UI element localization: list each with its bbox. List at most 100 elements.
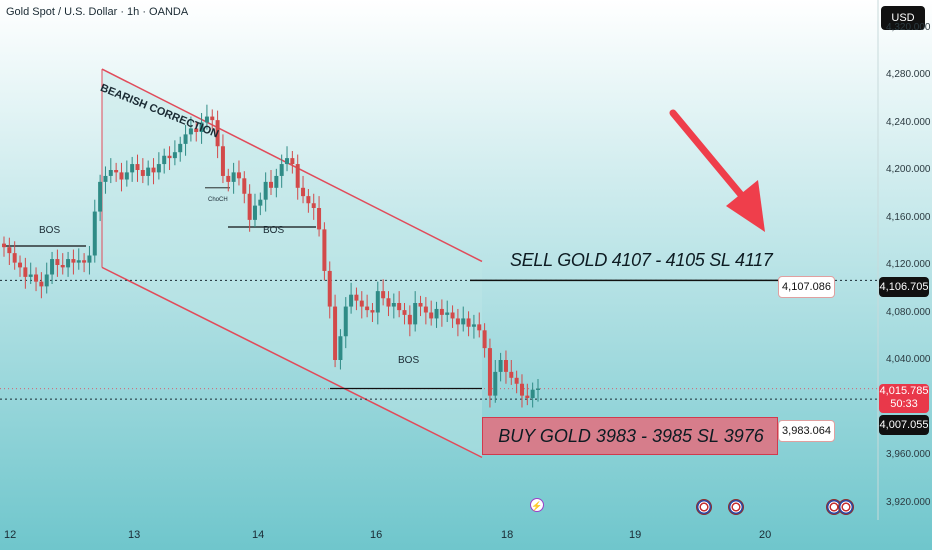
candle-bear xyxy=(242,178,247,194)
candle-bear xyxy=(439,308,444,315)
candle-bear xyxy=(525,395,530,398)
candle-bull xyxy=(391,303,396,307)
bos-label: BOS xyxy=(263,225,285,236)
countdown-timer: 50:33 xyxy=(890,398,918,410)
candle-bear xyxy=(354,294,359,301)
candle-bear xyxy=(455,318,460,325)
buy-zone-box[interactable]: BUY GOLD 3983 - 3985 SL 3976 xyxy=(482,417,778,455)
us-flag-icon[interactable] xyxy=(838,499,854,515)
arrow-shaft xyxy=(669,109,756,212)
candle-bear xyxy=(482,330,487,349)
candle-bull xyxy=(338,336,343,360)
candle-bear xyxy=(18,262,23,268)
candle-bull xyxy=(50,259,55,275)
candle-bear xyxy=(226,175,231,182)
candle-bear xyxy=(290,158,295,165)
choch-label: ChoCH xyxy=(208,197,228,203)
current-price-value: 4,015.785 xyxy=(879,385,929,397)
candle-bear xyxy=(55,259,60,265)
candle-bear xyxy=(215,120,220,147)
candle-bull xyxy=(285,158,290,165)
candle-bull xyxy=(66,259,71,268)
arrow-head xyxy=(726,180,765,232)
line-level-tag: 4,106.705 xyxy=(879,277,929,297)
candle-bull xyxy=(530,389,535,398)
candle-bear xyxy=(450,312,455,319)
candle-bear xyxy=(7,247,12,254)
candle-bull xyxy=(536,388,540,390)
bos-label: BOS xyxy=(398,355,420,366)
candle-bear xyxy=(397,303,402,311)
candle-bear xyxy=(407,314,412,325)
candle-bull xyxy=(413,303,418,325)
candle-bear xyxy=(477,324,482,331)
current-price-tag: 4,015.785 50:33 xyxy=(879,384,929,413)
time-tick-label: 13 xyxy=(128,529,141,541)
candle-bear xyxy=(418,303,423,307)
bid-level-tag: 4,007.055 xyxy=(879,415,929,435)
time-tick-label: 16 xyxy=(370,529,383,541)
candle-bull xyxy=(343,306,348,337)
buy-signal-text: BUY GOLD 3983 - 3985 SL 3976 xyxy=(498,426,764,446)
candle-bull xyxy=(434,308,439,319)
candle-bull xyxy=(204,116,209,123)
candle-bear xyxy=(71,259,76,263)
time-tick-label: 20 xyxy=(759,529,772,541)
candle-bear xyxy=(386,298,391,307)
candle-bull xyxy=(44,274,49,287)
candle-bull xyxy=(108,170,113,176)
price-tick-label: 4,280.000 xyxy=(886,69,931,80)
candle-bear xyxy=(311,203,316,208)
us-flag-icon[interactable] xyxy=(728,499,744,515)
candle-bear xyxy=(167,155,172,159)
price-tick-label: 4,160.000 xyxy=(886,211,931,223)
candle-bull xyxy=(471,324,476,327)
candle-bull xyxy=(188,128,193,135)
candle-bull xyxy=(98,181,103,212)
candle-bull xyxy=(231,172,236,182)
candle-bull xyxy=(263,181,268,200)
candle-bear xyxy=(210,116,215,121)
us-flag-icon[interactable] xyxy=(696,499,712,515)
channel-lower-line xyxy=(101,266,483,459)
candle-bull xyxy=(461,318,466,325)
lightning-icon[interactable]: ⚡ xyxy=(530,498,544,512)
candle-bear xyxy=(519,383,524,396)
sell-level-tag: 4,107.086 xyxy=(778,276,835,298)
candle-bull xyxy=(349,294,354,307)
candle-bear xyxy=(402,310,407,315)
candle-bear xyxy=(269,181,273,188)
price-tick-label: 4,240.000 xyxy=(886,116,931,128)
candle-bull xyxy=(146,167,151,176)
candle-bear xyxy=(140,170,145,176)
candle-bear xyxy=(381,291,386,299)
candle-bull xyxy=(178,143,183,153)
candle-bear xyxy=(514,377,519,384)
candle-bear xyxy=(359,300,364,307)
candle-bear xyxy=(2,243,6,248)
candle-bull xyxy=(92,211,97,256)
candle-bear xyxy=(236,172,241,179)
candle-bear xyxy=(135,164,140,170)
price-tick-label: 3,920.000 xyxy=(886,496,931,508)
candle-bull xyxy=(493,371,498,396)
candle-bear xyxy=(34,274,39,282)
price-tick-label: 4,120.000 xyxy=(886,259,931,270)
symbol-title[interactable]: Gold Spot / U.S. Dollar · 1h · OANDA xyxy=(6,6,189,18)
candle-bear xyxy=(23,267,28,277)
candle-bear xyxy=(365,306,370,311)
candle-bull xyxy=(172,152,177,159)
price-tick-label: 4,320.000 xyxy=(886,21,931,33)
time-tick-label: 18 xyxy=(501,529,514,541)
candle-bear xyxy=(487,348,492,396)
sell-signal-text: SELL GOLD 4107 - 4105 SL 4117 xyxy=(510,250,773,270)
bos-label: BOS xyxy=(39,225,61,236)
candle-bull xyxy=(258,199,263,206)
buy-level-tag: 3,983.064 xyxy=(778,420,835,442)
candle-bear xyxy=(60,265,65,268)
currency-button[interactable]: USD xyxy=(881,6,925,30)
time-tick-label: 12 xyxy=(4,529,17,541)
candle-bull xyxy=(130,164,135,173)
candle-bear xyxy=(429,312,434,319)
